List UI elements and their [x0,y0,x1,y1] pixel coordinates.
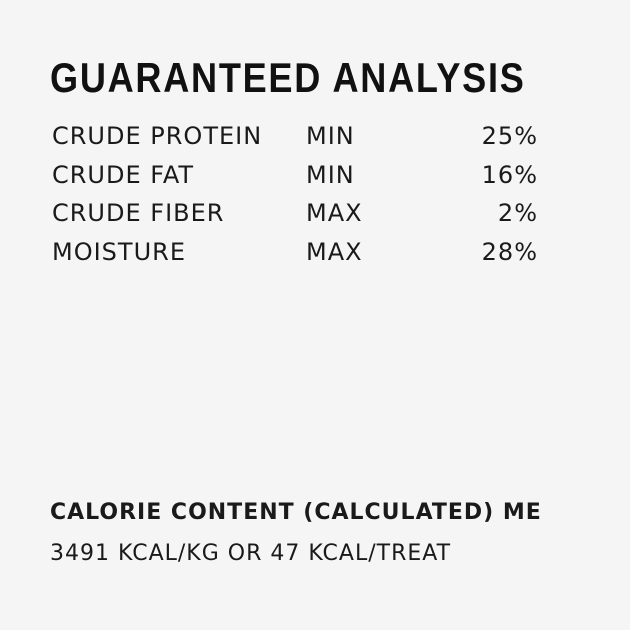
nutrient-qualifier: MAX [306,199,363,227]
nutrient-qualifier: MAX [306,237,363,266]
table-row: CRUDE PROTEIN MIN 25% [52,122,538,161]
table-row: CRUDE FIBER MAX 2% [52,199,538,238]
nutrient-name: MOISTURE [52,237,186,266]
nutrient-name: CRUDE FAT [52,160,195,189]
table-row: CRUDE FAT MIN 16% [52,161,538,200]
nutrient-qualifier: MIN [306,160,355,189]
nutrient-value: 2% [497,199,538,227]
nutrient-value: 25% [481,122,538,150]
calorie-value: 3491 KCAL/KG OR 47 KCAL/TREAT [50,541,452,566]
page-title: GUARANTEED ANALYSIS [50,54,526,101]
analysis-table: CRUDE PROTEIN MIN 25% CRUDE FAT MIN 16% … [52,122,538,276]
nutrient-name: CRUDE PROTEIN [52,122,263,150]
calorie-heading: CALORIE CONTENT (CALCULATED) ME [50,500,542,525]
nutrient-name: CRUDE FIBER [52,199,225,227]
nutrient-value: 28% [481,237,538,266]
table-row: MOISTURE MAX 28% [52,238,538,277]
nutrient-qualifier: MIN [306,122,355,150]
nutrient-value: 16% [481,160,538,189]
